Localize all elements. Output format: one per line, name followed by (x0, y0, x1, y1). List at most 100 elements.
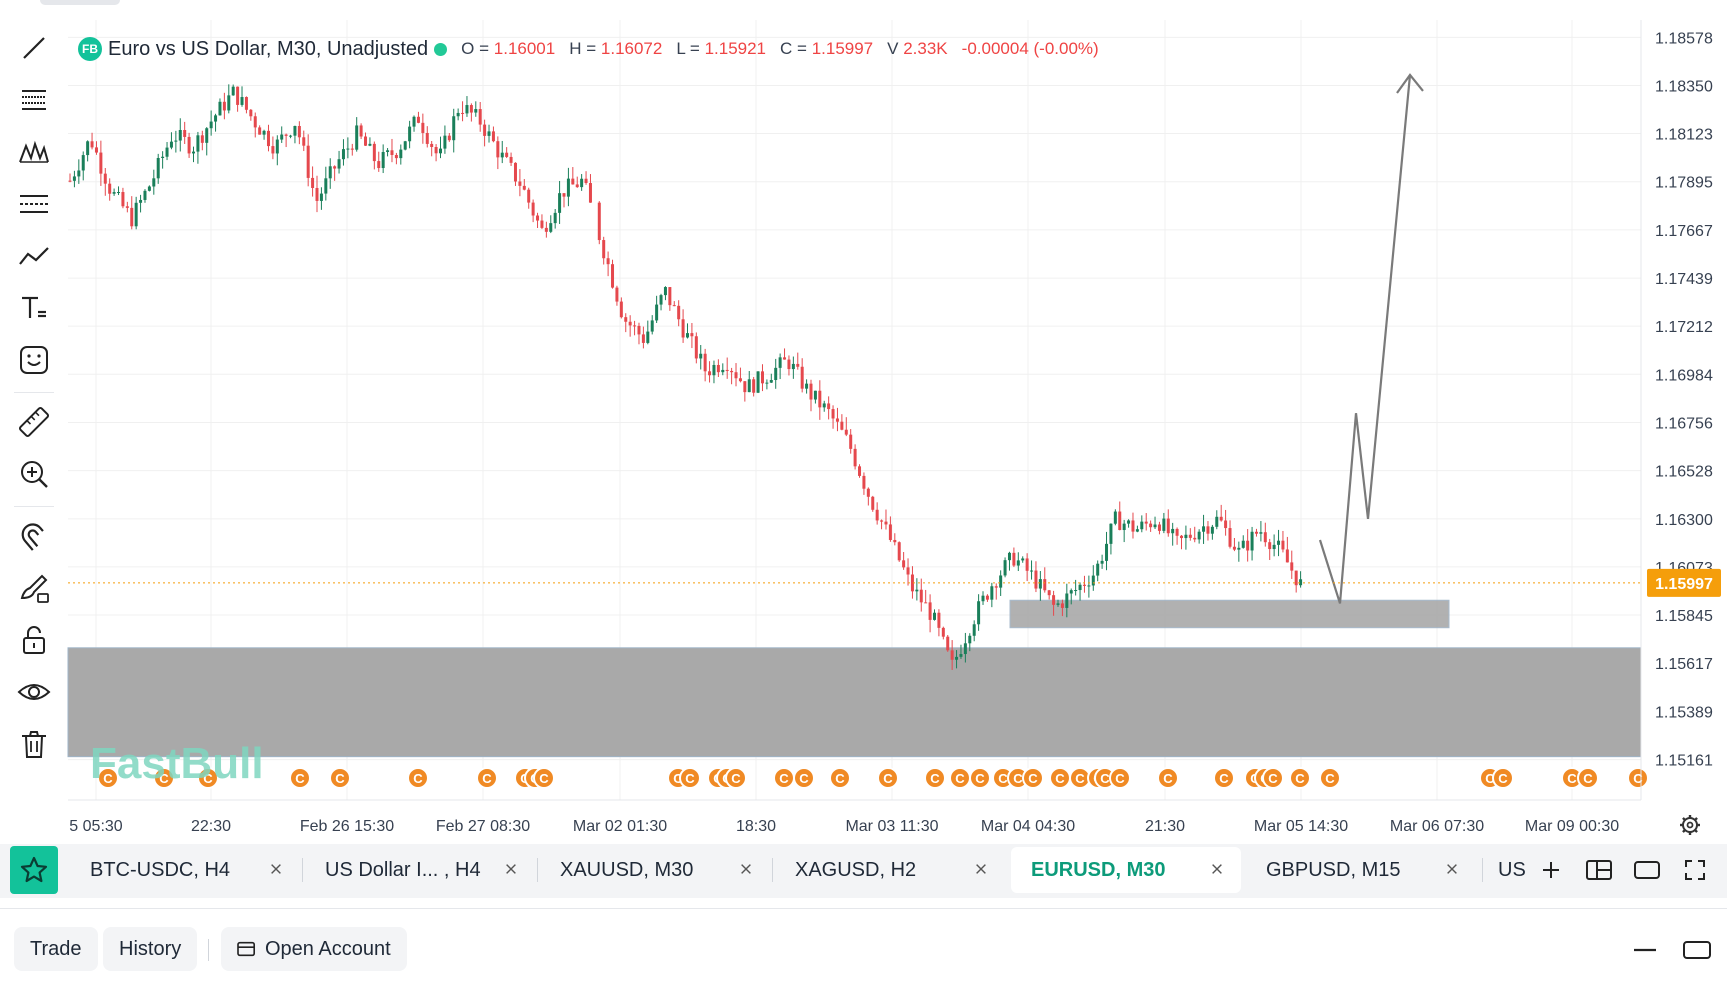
symbol-tab-label: XAUUSD, M30 (560, 858, 694, 881)
brush-lock-icon[interactable] (12, 566, 56, 610)
event-marker-icon (1213, 767, 1235, 789)
symbol-tab[interactable]: US Dollar I... , H4 (305, 847, 535, 893)
candle-body (183, 130, 187, 137)
maximize-icon[interactable] (1680, 933, 1714, 967)
candle-body (306, 145, 310, 178)
candle-body (293, 126, 297, 136)
add-tab-icon[interactable] (1534, 853, 1568, 887)
candle-body (1069, 590, 1073, 594)
channel-icon[interactable] (12, 182, 56, 226)
polyline-icon[interactable] (12, 234, 56, 278)
candle-body (139, 199, 143, 203)
candle-body (408, 126, 412, 142)
more-tabs-label[interactable]: US (1498, 858, 1526, 881)
candle-body (946, 636, 950, 651)
minimize-icon[interactable] (1628, 933, 1662, 967)
close-tab-icon[interactable] (266, 859, 286, 879)
candle-body (377, 161, 381, 169)
candle-body (681, 319, 685, 338)
candle-body (412, 116, 416, 127)
candle-body (425, 132, 429, 144)
candle-body (346, 148, 350, 150)
candle-body (403, 141, 407, 150)
event-marker-label: C (1115, 771, 1125, 786)
candle-body (1043, 579, 1047, 591)
tab-separator (302, 858, 303, 882)
candle-body (955, 656, 959, 660)
candle-body (452, 116, 456, 141)
ruler-icon[interactable] (12, 400, 56, 444)
close-tab-icon[interactable] (971, 859, 991, 879)
chart-settings-gear-icon[interactable] (1680, 815, 1700, 835)
candle-body (1074, 590, 1078, 592)
bottom-divider (208, 939, 209, 961)
line-tool-icon[interactable] (12, 26, 56, 70)
symbol-title[interactable]: Euro vs US Dollar, M30, Unadjusted (108, 37, 429, 60)
candle-body (809, 383, 813, 400)
candle-body (350, 148, 354, 150)
magnet-icon[interactable] (12, 514, 56, 558)
chart-area[interactable]: CCCCCCCCCCCCCCCCCCCCCCCCCCCCCCCCCCCCCCCC… (0, 0, 1727, 840)
event-marker-label: C (1163, 771, 1173, 786)
zoom-in-icon[interactable] (12, 452, 56, 496)
x-tick-label: Feb 27 08:30 (436, 818, 530, 835)
gear-tooth (1682, 829, 1686, 833)
candle-body (341, 149, 345, 160)
candle-body (416, 116, 420, 123)
close-tab-icon[interactable] (1207, 859, 1227, 879)
symbol-tab[interactable]: EURUSD, M30 (1011, 847, 1241, 893)
history-button[interactable]: History (103, 927, 198, 971)
x-tick-label: Mar 04 04:30 (981, 818, 1075, 835)
candle-body (787, 359, 791, 370)
candle-body (244, 97, 248, 110)
trash-icon[interactable] (12, 722, 56, 766)
symbol-tab[interactable]: XAGUSD, H2 (775, 847, 1005, 893)
candle-body (849, 434, 853, 449)
candle-body (1162, 518, 1166, 531)
candle-body (831, 409, 835, 419)
candle-body (297, 126, 301, 138)
open-account-label: Open Account (265, 937, 391, 960)
text-tool-icon[interactable] (12, 286, 56, 330)
candle-body (866, 488, 870, 497)
open-account-button[interactable]: Open Account (221, 927, 407, 971)
close-tab-icon[interactable] (736, 859, 756, 879)
favorites-star-icon[interactable] (10, 846, 58, 894)
event-marker-icon (1109, 767, 1131, 789)
single-window-icon[interactable] (1630, 853, 1664, 887)
candle-body (928, 602, 932, 620)
pattern-icon[interactable] (12, 130, 56, 174)
candle-body (734, 372, 738, 379)
candle-body (1140, 521, 1144, 530)
fib-retracement-icon[interactable] (12, 78, 56, 122)
candle-body (147, 186, 151, 191)
candle-body (602, 240, 606, 259)
candle-body (566, 178, 570, 197)
close-tab-icon[interactable] (1442, 859, 1462, 879)
candle-body (222, 101, 226, 111)
watermark: FastBull (90, 739, 264, 788)
candle-body (553, 212, 557, 224)
symbol-tab[interactable]: GBPUSD, M15 (1246, 847, 1476, 893)
layout-icon[interactable] (1582, 853, 1616, 887)
event-marker-icon (969, 767, 991, 789)
close-tab-icon[interactable] (501, 859, 521, 879)
candle-body (496, 141, 500, 158)
symbol-tab[interactable]: BTC-USDC, H4 (70, 847, 300, 893)
symbol-tab[interactable]: XAUUSD, M30 (540, 847, 770, 893)
fb-logo-icon: FB (78, 37, 102, 61)
candle-body (1153, 524, 1157, 528)
lock-icon[interactable] (12, 618, 56, 662)
eye-icon[interactable] (12, 670, 56, 714)
candle-body (950, 650, 954, 660)
low-number: 1.15921 (704, 39, 767, 58)
volume-number: 2.33K (903, 39, 948, 58)
fullscreen-icon[interactable] (1678, 853, 1712, 887)
candle-body (72, 176, 76, 181)
candle-body (430, 143, 434, 148)
trade-button[interactable]: Trade (14, 927, 98, 971)
event-marker-icon (877, 767, 899, 789)
price-chart[interactable]: CCCCCCCCCCCCCCCCCCCCCCCCCCCCCCCCCCCCCCCC… (0, 0, 1727, 840)
candle-body (209, 121, 213, 129)
emoji-icon[interactable] (12, 338, 56, 382)
